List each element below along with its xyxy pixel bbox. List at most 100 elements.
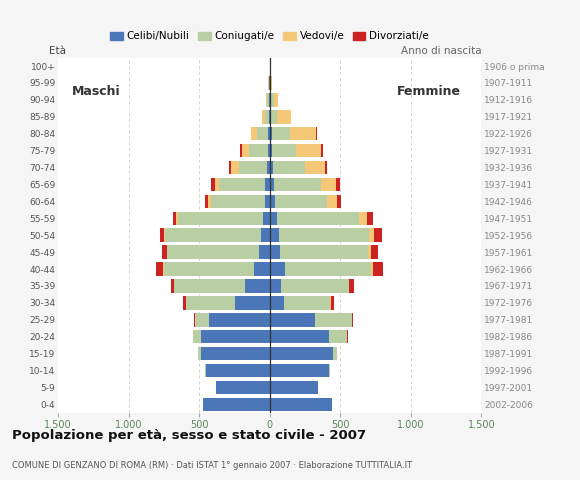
- Bar: [269, 76, 270, 90]
- Bar: [270, 93, 271, 107]
- Bar: [183, 296, 186, 310]
- Bar: [165, 228, 261, 242]
- Bar: [279, 228, 369, 242]
- Bar: [329, 364, 331, 377]
- Bar: [368, 245, 371, 259]
- Bar: [321, 144, 322, 157]
- Bar: [267, 144, 270, 157]
- Bar: [219, 178, 266, 191]
- Bar: [205, 364, 206, 377]
- Bar: [175, 279, 245, 293]
- Bar: [277, 110, 291, 123]
- Bar: [259, 245, 270, 259]
- Bar: [271, 93, 274, 107]
- Bar: [270, 364, 329, 377]
- Bar: [267, 161, 270, 174]
- Bar: [270, 279, 281, 293]
- Bar: [198, 347, 201, 360]
- Bar: [238, 161, 267, 174]
- Bar: [231, 161, 238, 174]
- Bar: [272, 144, 296, 157]
- Bar: [270, 381, 318, 394]
- Bar: [327, 194, 337, 208]
- Bar: [275, 194, 327, 208]
- Bar: [374, 228, 382, 242]
- Bar: [270, 296, 284, 310]
- Bar: [201, 330, 270, 344]
- Bar: [208, 194, 211, 208]
- Bar: [257, 127, 269, 141]
- Bar: [333, 347, 338, 360]
- Bar: [164, 228, 165, 242]
- Bar: [371, 262, 374, 276]
- Bar: [254, 262, 270, 276]
- Bar: [331, 296, 334, 310]
- Bar: [206, 364, 270, 377]
- Bar: [245, 279, 270, 293]
- Bar: [270, 127, 272, 141]
- Bar: [195, 313, 209, 326]
- Bar: [329, 330, 347, 344]
- Bar: [270, 262, 285, 276]
- Bar: [277, 212, 360, 225]
- Bar: [270, 228, 279, 242]
- Bar: [194, 330, 201, 344]
- Bar: [266, 93, 267, 107]
- Bar: [270, 161, 273, 174]
- Bar: [271, 110, 277, 123]
- Bar: [166, 245, 168, 259]
- Bar: [285, 262, 371, 276]
- Bar: [230, 161, 231, 174]
- Bar: [270, 397, 332, 411]
- Bar: [269, 127, 270, 141]
- Text: COMUNE DI GENZANO DI ROMA (RM) · Dati ISTAT 1° gennaio 2007 · Elaborazione TUTTI: COMUNE DI GENZANO DI ROMA (RM) · Dati IS…: [12, 461, 412, 470]
- Bar: [160, 228, 164, 242]
- Bar: [211, 194, 264, 208]
- Bar: [240, 144, 242, 157]
- Bar: [270, 212, 277, 225]
- Bar: [264, 110, 269, 123]
- Bar: [321, 178, 336, 191]
- Bar: [235, 296, 270, 310]
- Bar: [215, 178, 219, 191]
- Bar: [186, 296, 235, 310]
- Bar: [371, 245, 378, 259]
- Bar: [157, 262, 164, 276]
- Bar: [315, 313, 351, 326]
- Bar: [272, 127, 290, 141]
- Bar: [201, 347, 270, 360]
- Bar: [270, 330, 329, 344]
- Bar: [269, 110, 270, 123]
- Bar: [204, 397, 270, 411]
- Text: Femmine: Femmine: [397, 85, 461, 98]
- Bar: [267, 93, 269, 107]
- Bar: [270, 144, 272, 157]
- Bar: [209, 313, 270, 326]
- Text: Popolazione per età, sesso e stato civile - 2007: Popolazione per età, sesso e stato civil…: [12, 429, 366, 442]
- Bar: [325, 161, 327, 174]
- Bar: [369, 228, 374, 242]
- Bar: [305, 161, 325, 174]
- Bar: [162, 245, 166, 259]
- Bar: [262, 110, 264, 123]
- Text: Età: Età: [49, 46, 67, 56]
- Bar: [178, 212, 263, 225]
- Bar: [351, 313, 353, 326]
- Legend: Celibi/Nubili, Coniugati/e, Vedovi/e, Divorziati/e: Celibi/Nubili, Coniugati/e, Vedovi/e, Di…: [106, 27, 433, 46]
- Bar: [269, 93, 270, 107]
- Text: Maschi: Maschi: [72, 85, 121, 98]
- Bar: [270, 194, 275, 208]
- Bar: [176, 212, 178, 225]
- Bar: [173, 212, 176, 225]
- Bar: [168, 245, 259, 259]
- Bar: [271, 76, 272, 90]
- Bar: [270, 245, 280, 259]
- Bar: [316, 127, 317, 141]
- Bar: [270, 313, 315, 326]
- Bar: [266, 178, 270, 191]
- Bar: [164, 262, 254, 276]
- Bar: [261, 228, 270, 242]
- Bar: [216, 381, 270, 394]
- Bar: [367, 212, 373, 225]
- Bar: [270, 178, 274, 191]
